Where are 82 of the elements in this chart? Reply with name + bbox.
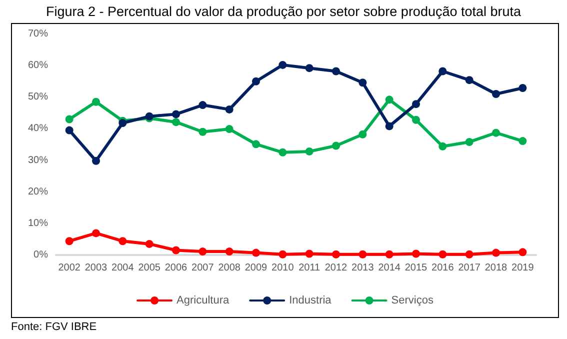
point — [412, 250, 420, 258]
x-tick-label: 2002 — [58, 262, 81, 274]
point — [252, 248, 260, 257]
point — [385, 96, 394, 104]
point — [465, 138, 474, 146]
y-tick-label: 30% — [28, 154, 48, 166]
point — [305, 147, 314, 156]
x-tick-label: 2013 — [352, 262, 374, 274]
point — [65, 126, 74, 134]
point — [358, 130, 367, 138]
point — [492, 90, 500, 98]
legend-label: Agricultura — [176, 294, 230, 306]
x-tick-label: 2015 — [404, 262, 428, 274]
point — [118, 119, 127, 128]
chart-title: Figura 2 - Percentual do valor da produção por setor sobre produção total bruta — [44, 4, 522, 19]
point — [332, 250, 340, 258]
point — [252, 140, 260, 148]
point — [438, 142, 447, 150]
x-tick-label: 2011 — [298, 262, 321, 274]
point — [305, 250, 314, 258]
point — [172, 246, 180, 254]
point — [465, 76, 474, 84]
x-tick-label: 2016 — [432, 262, 454, 274]
x-tick-label: 2003 — [84, 262, 108, 274]
y-tick-label: 0% — [34, 250, 48, 260]
x-tick-label: 2010 — [272, 262, 294, 274]
point — [145, 240, 154, 248]
point — [518, 248, 527, 256]
point — [92, 98, 100, 106]
point — [438, 250, 447, 258]
point — [225, 105, 234, 114]
point — [172, 110, 180, 118]
point — [332, 142, 340, 150]
x-tick-label: 2009 — [244, 262, 268, 274]
point — [385, 122, 394, 130]
point — [118, 237, 127, 246]
x-tick-label: 2017 — [458, 262, 481, 274]
y-tick-label: 60% — [28, 60, 48, 72]
legend-label: Serviços — [391, 294, 434, 306]
point — [385, 250, 394, 258]
point — [225, 125, 234, 134]
point — [492, 128, 500, 137]
point — [492, 248, 500, 257]
y-tick-label: 10% — [28, 218, 48, 229]
y-tick-label: 40% — [28, 123, 48, 134]
point — [65, 115, 74, 124]
point — [198, 101, 207, 110]
point — [518, 84, 527, 92]
point — [465, 250, 474, 258]
point — [65, 237, 74, 246]
point — [92, 156, 100, 165]
point — [278, 250, 287, 258]
x-tick-label: 2007 — [192, 262, 214, 274]
y-tick-label: 20% — [28, 186, 48, 198]
x-tick-label: 2006 — [164, 262, 188, 274]
point — [358, 250, 367, 258]
point — [92, 229, 100, 238]
point — [252, 77, 260, 86]
x-tick-label: 2005 — [138, 262, 161, 274]
point — [332, 67, 340, 76]
point — [198, 248, 207, 256]
legend-label: Industria — [289, 294, 332, 306]
point — [412, 116, 420, 124]
point — [225, 248, 234, 256]
y-tick-label: 50% — [28, 92, 48, 103]
point — [278, 60, 287, 69]
point — [412, 100, 420, 108]
point — [172, 118, 180, 126]
x-tick-label: 2018 — [484, 262, 508, 274]
point — [198, 128, 207, 136]
point — [358, 78, 367, 87]
point — [518, 137, 527, 146]
source-note: Fonte: FGV IBRE — [11, 321, 97, 333]
point — [438, 67, 447, 76]
point — [278, 148, 287, 156]
point — [305, 64, 314, 72]
y-tick-label: 70% — [28, 28, 48, 40]
x-tick-label: 2012 — [324, 262, 348, 274]
x-tick-label: 2004 — [112, 262, 134, 274]
x-tick-label: 2008 — [218, 262, 241, 274]
x-tick-label: 2019 — [512, 262, 534, 274]
x-tick-label: 2014 — [378, 262, 401, 274]
